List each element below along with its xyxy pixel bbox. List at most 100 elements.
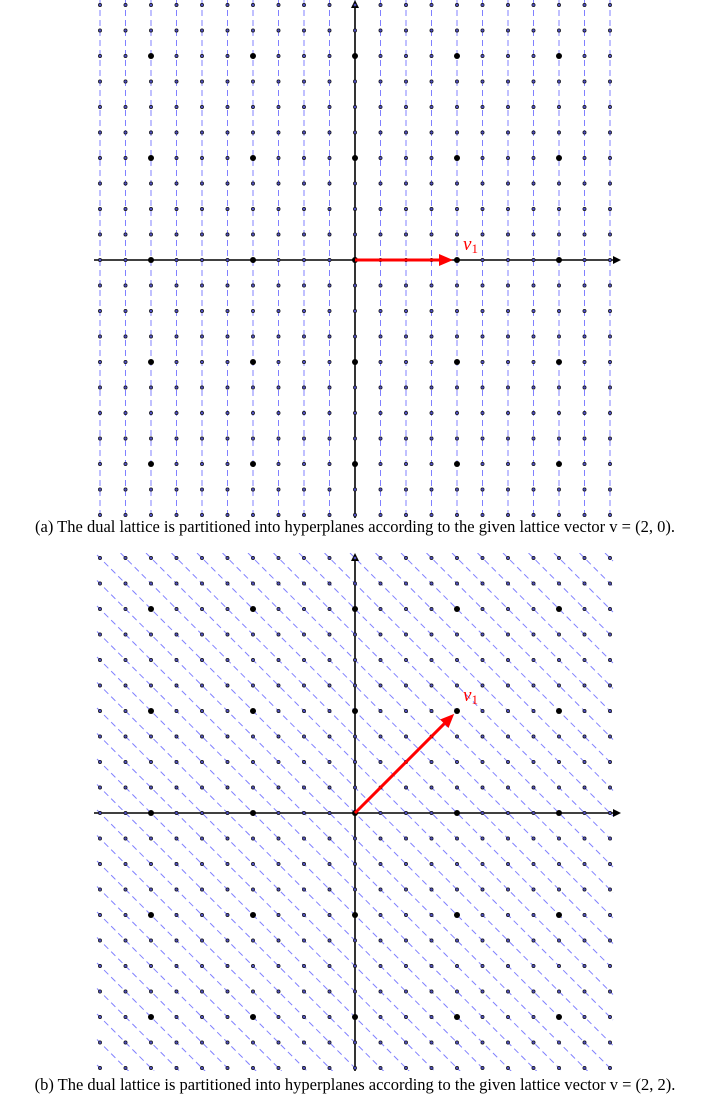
dual-lattice-point xyxy=(276,3,281,7)
dual-lattice-point xyxy=(149,181,153,186)
dual-lattice-point xyxy=(480,658,485,662)
dual-lattice-point xyxy=(378,411,383,415)
dual-lattice-point xyxy=(455,309,459,313)
dual-lattice-point xyxy=(123,360,128,364)
primal-lattice-point xyxy=(352,708,358,714)
dual-lattice-point xyxy=(251,130,255,135)
dual-lattice-point xyxy=(123,581,128,586)
dual-lattice-point xyxy=(404,785,408,790)
dual-lattice-point xyxy=(174,411,179,415)
dual-lattice-point xyxy=(404,487,408,492)
primal-lattice-point xyxy=(556,155,562,161)
dual-lattice-point xyxy=(429,658,434,662)
dual-lattice-point xyxy=(251,181,255,186)
dual-lattice-point xyxy=(582,964,587,968)
dual-lattice-point xyxy=(174,1015,179,1019)
dual-lattice-point xyxy=(200,887,204,892)
dual-lattice-point xyxy=(582,1040,587,1045)
dual-lattice-point xyxy=(608,989,612,994)
dual-lattice-point xyxy=(404,913,408,917)
dual-lattice-point xyxy=(276,709,281,713)
dual-lattice-point xyxy=(429,632,434,637)
dual-lattice-point xyxy=(531,105,536,109)
dual-lattice-point xyxy=(480,734,485,739)
dual-lattice-point xyxy=(608,1040,612,1045)
dual-lattice-point xyxy=(506,938,510,943)
dual-lattice-point xyxy=(455,513,459,517)
dual-lattice-point xyxy=(404,283,408,288)
dual-lattice-point xyxy=(200,54,204,58)
dual-lattice-point xyxy=(200,105,204,109)
dual-lattice-point xyxy=(200,734,204,739)
dual-lattice-point xyxy=(200,938,204,943)
dual-lattice-point xyxy=(327,1015,332,1019)
dual-lattice-point xyxy=(123,462,128,466)
dual-lattice-point xyxy=(531,283,536,288)
dual-lattice-point xyxy=(302,207,306,211)
dual-lattice-point xyxy=(582,436,587,441)
dual-lattice-point xyxy=(557,513,561,517)
dual-lattice-point xyxy=(404,658,408,662)
dual-lattice-point xyxy=(582,28,587,33)
dual-lattice-point xyxy=(557,1040,561,1045)
dual-lattice-point xyxy=(123,487,128,492)
dual-lattice-point xyxy=(276,964,281,968)
dual-lattice-point xyxy=(98,258,102,262)
dual-lattice-point xyxy=(455,3,459,7)
dual-lattice-point xyxy=(557,938,561,943)
dual-lattice-point xyxy=(608,130,612,135)
dual-lattice-point xyxy=(302,1040,306,1045)
dual-lattice-point xyxy=(98,964,102,968)
dual-lattice-point xyxy=(378,232,383,237)
dual-lattice-point xyxy=(582,709,587,713)
dual-lattice-point xyxy=(327,130,332,135)
dual-lattice-point xyxy=(200,785,204,790)
dual-lattice-point xyxy=(149,683,153,688)
dual-lattice-point xyxy=(302,232,306,237)
hyperplane-line xyxy=(375,553,614,791)
dual-lattice-point xyxy=(378,836,383,841)
dual-lattice-point xyxy=(225,411,230,415)
dual-lattice-point xyxy=(378,3,383,7)
dual-lattice-point xyxy=(404,28,408,33)
primal-lattice-point xyxy=(352,912,358,918)
dual-lattice-point xyxy=(149,3,153,7)
dual-lattice-point xyxy=(174,734,179,739)
dual-lattice-point xyxy=(353,181,357,186)
dual-lattice-point xyxy=(404,385,408,390)
dual-lattice-point xyxy=(98,156,102,160)
dual-lattice-point xyxy=(276,156,281,160)
dual-lattice-point xyxy=(123,556,128,560)
dual-lattice-point xyxy=(200,658,204,662)
dual-lattice-point xyxy=(200,360,204,364)
dual-lattice-point xyxy=(608,556,612,560)
dual-lattice-point xyxy=(582,785,587,790)
dual-lattice-point xyxy=(302,607,306,611)
dual-lattice-point xyxy=(276,487,281,492)
dual-lattice-point xyxy=(608,436,612,441)
dual-lattice-point xyxy=(608,760,612,764)
dual-lattice-point xyxy=(123,130,128,135)
dual-lattice-point xyxy=(327,487,332,492)
dual-lattice-point xyxy=(98,1015,102,1019)
dual-lattice-point xyxy=(582,811,587,815)
dual-lattice-point xyxy=(225,207,230,211)
dual-lattice-point xyxy=(429,1040,434,1045)
dual-lattice-point xyxy=(429,513,434,517)
dual-lattice-point xyxy=(480,181,485,186)
dual-lattice-point xyxy=(123,632,128,637)
dual-lattice-point xyxy=(404,607,408,611)
dual-lattice-point xyxy=(531,836,536,841)
dual-lattice-point xyxy=(200,964,204,968)
dual-lattice-point xyxy=(531,760,536,764)
hyperplane-line xyxy=(96,682,487,1071)
dual-lattice-point xyxy=(149,581,153,586)
dual-lattice-point xyxy=(251,836,255,841)
dual-lattice-point xyxy=(98,989,102,994)
dual-lattice-point xyxy=(251,683,255,688)
primal-lattice-point xyxy=(454,53,460,59)
dual-lattice-point xyxy=(531,811,536,815)
x-axis-arrowhead xyxy=(613,809,621,817)
dual-lattice-point xyxy=(404,105,408,109)
dual-lattice-point xyxy=(608,964,612,968)
